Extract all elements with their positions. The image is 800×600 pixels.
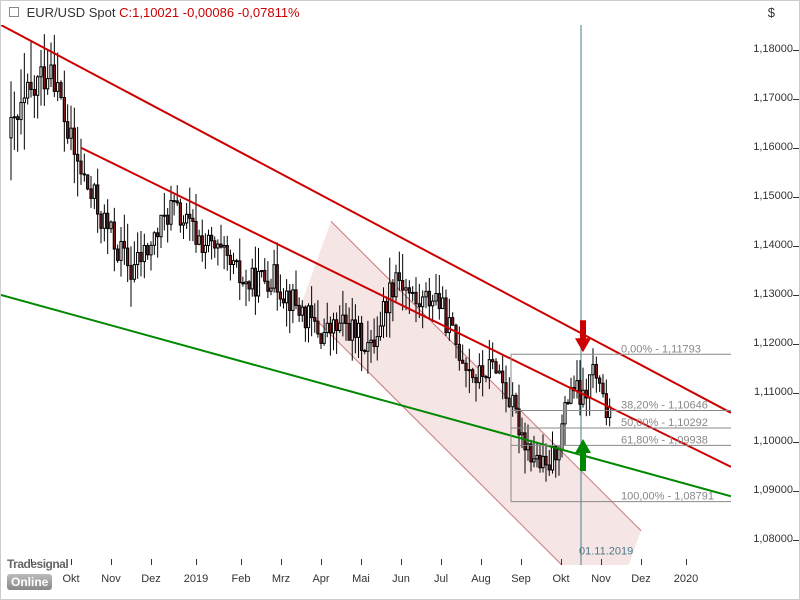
svg-text:38,20% - 1,10646: 38,20% - 1,10646 xyxy=(621,400,708,412)
svg-text:50,00% - 1,10292: 50,00% - 1,10292 xyxy=(621,417,708,429)
y-tick-label: 1,12000 xyxy=(753,337,793,349)
y-tick-label: 1,15000 xyxy=(753,190,793,202)
x-tick-label: Mrz xyxy=(272,573,290,585)
x-tick-label: Jul xyxy=(434,573,448,585)
watermark-logo: Tradesignal Online xyxy=(7,555,68,591)
y-tick-label: 1,13000 xyxy=(753,288,793,300)
svg-text:0,00% - 1,11793: 0,00% - 1,11793 xyxy=(621,343,701,355)
x-tick-label: Nov xyxy=(101,573,121,585)
x-tick-label: 2019 xyxy=(184,573,208,585)
price-value: 1,10021 xyxy=(132,5,179,20)
y-tick-label: 1,16000 xyxy=(753,141,793,153)
chart-header: EUR/USD Spot C:1,10021 -0,00086 -0,07811… xyxy=(9,5,300,20)
price-label: C: xyxy=(119,5,132,20)
y-tick-label: 1,18000 xyxy=(753,43,793,55)
y-tick-label: 1,11000 xyxy=(754,386,793,398)
x-tick-label: Okt xyxy=(552,573,569,585)
svg-text:01.11.2019: 01.11.2019 xyxy=(579,545,633,557)
logo-text-1: Tradesignal xyxy=(7,557,68,571)
plot-area[interactable]: 0,00% - 1,11793 38,20% - 1,10646 50,00% - … xyxy=(1,25,731,565)
x-tick-label: Mai xyxy=(352,573,370,585)
chart-container: EUR/USD Spot C:1,10021 -0,00086 -0,07811… xyxy=(0,0,800,600)
price-change: -0,00086 xyxy=(183,5,234,20)
price-change-pct: -0,07811% xyxy=(238,5,300,20)
x-tick-label: Apr xyxy=(312,573,329,585)
x-tick-label: Sep xyxy=(511,573,531,585)
chart-svg: 0,00% - 1,11793 38,20% - 1,10646 50,00% - … xyxy=(1,25,731,565)
svg-text:61,80% - 1,09938: 61,80% - 1,09938 xyxy=(621,434,708,446)
x-axis: SepOktNovDez2019FebMrzAprMaiJunJulAugSep… xyxy=(1,565,731,595)
price-info: C:1,10021 -0,00086 -0,07811% xyxy=(119,5,300,20)
x-tick-label: Feb xyxy=(232,573,251,585)
symbol-icon xyxy=(9,7,19,17)
y-axis-unit: $ xyxy=(768,5,775,20)
y-axis: 1,18000 1,17000 1,16000 1,15000 1,14000 1,130… xyxy=(731,25,799,565)
svg-text:100,00% - 1,08791: 100,00% - 1,08791 xyxy=(621,491,714,503)
y-tick-label: 1,10000 xyxy=(753,435,793,447)
y-tick-label: 1,14000 xyxy=(753,239,793,251)
logo-text-2: Online xyxy=(7,574,52,590)
y-tick-label: 1,09000 xyxy=(753,484,793,496)
x-tick-label: Aug xyxy=(471,573,491,585)
x-tick-label: Nov xyxy=(591,573,611,585)
x-tick-label: Dez xyxy=(141,573,161,585)
symbol-name: EUR/USD Spot xyxy=(27,5,116,20)
y-tick-label: 1,08000 xyxy=(753,533,793,545)
x-tick-label: 2020 xyxy=(674,573,698,585)
x-tick-label: Jun xyxy=(392,573,410,585)
y-tick-label: 1,17000 xyxy=(753,92,793,104)
x-tick-label: Dez xyxy=(631,573,651,585)
